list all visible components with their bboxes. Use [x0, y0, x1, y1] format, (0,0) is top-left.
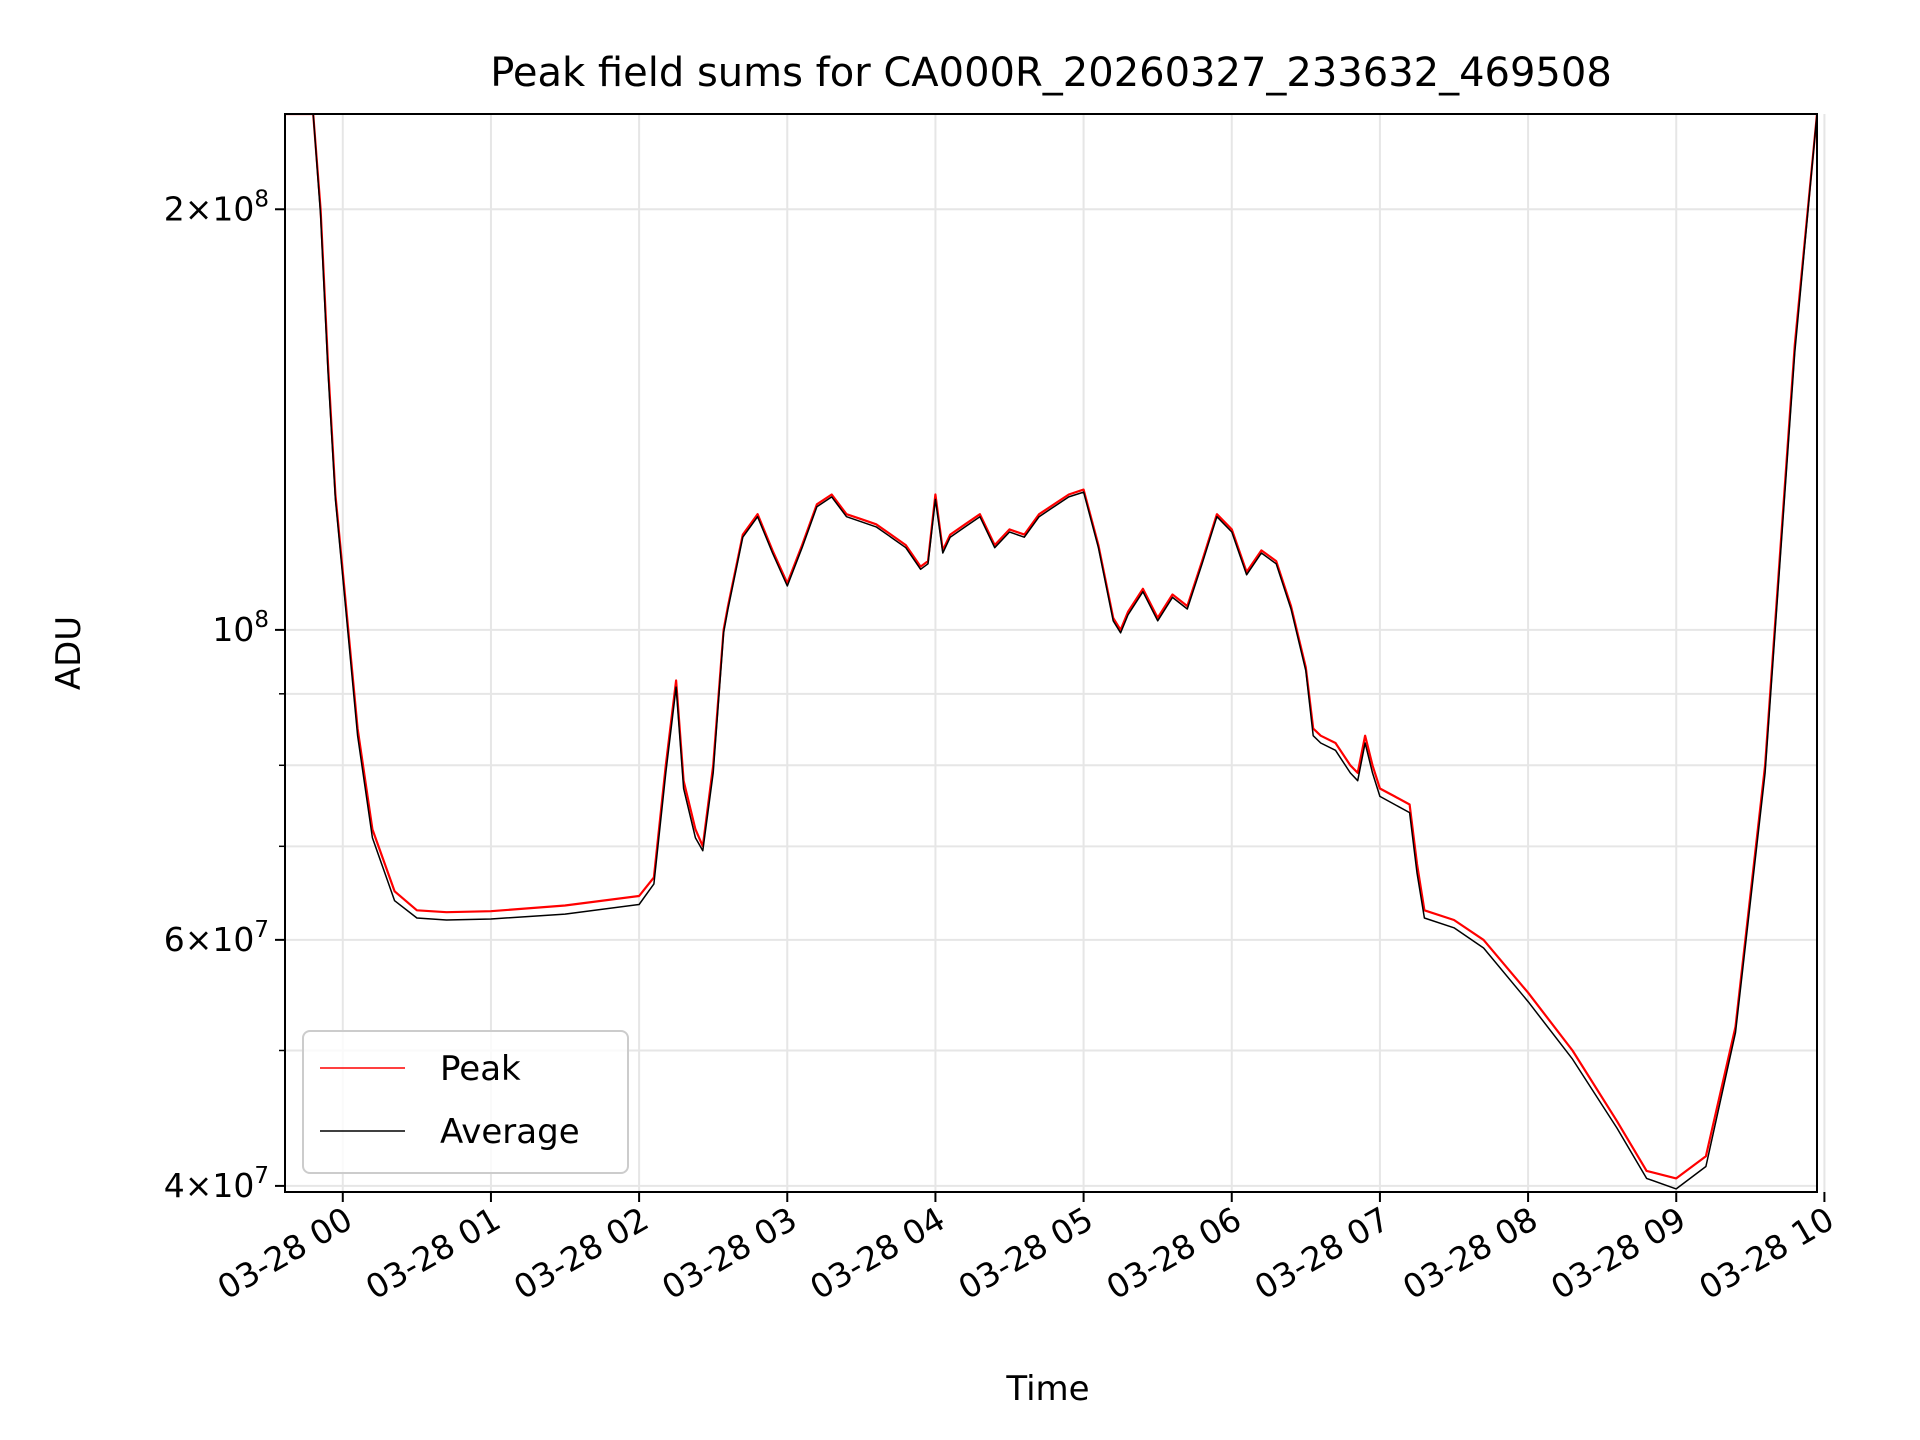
y-tick-label: 108	[212, 607, 269, 649]
legend: Peak Average	[302, 1030, 629, 1174]
grid	[285, 114, 1826, 1192]
legend-label-average: Average	[440, 1112, 580, 1152]
chart-title: Peak field sums for CA000R_20260327_2336…	[490, 50, 1612, 96]
y-axis-label: ADU	[49, 616, 89, 690]
axes-frame	[284, 113, 1818, 1193]
y-tick-label: 2×108	[164, 186, 269, 228]
series-line-peak	[285, 114, 1817, 1180]
series-line-average	[285, 114, 1817, 1190]
y-tick-label: 4×107	[164, 1163, 269, 1205]
legend-label-peak: Peak	[440, 1049, 521, 1089]
plot-lines	[285, 114, 1817, 1190]
x-axis-label: Time	[1005, 1369, 1089, 1409]
y-tick-label: 6×107	[164, 917, 269, 959]
y-axis: 4×107 6×107 108 2×108	[164, 186, 285, 1205]
legend-box	[302, 1030, 629, 1174]
